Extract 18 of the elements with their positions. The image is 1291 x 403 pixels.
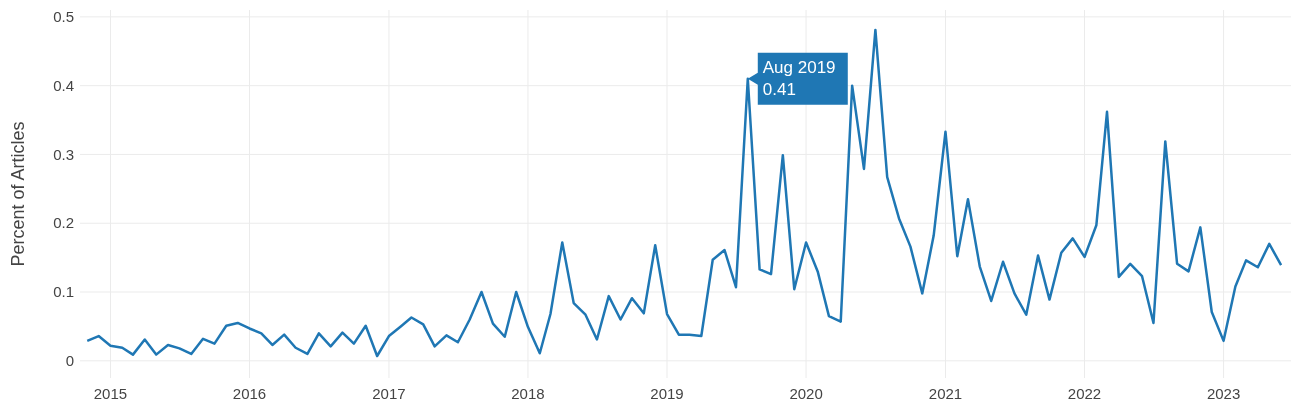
x-tick-label: 2023 <box>1206 385 1241 402</box>
x-tick-label: 2017 <box>372 385 406 402</box>
y-tick-label: 0 <box>65 352 74 370</box>
x-tick-label: 2016 <box>232 385 267 402</box>
y-tick-label: 0.1 <box>53 283 74 301</box>
annotation: Aug 2019 0.41 <box>762 57 836 99</box>
x-tick-label: 2015 <box>93 385 128 402</box>
y-axis-title: Percent of Articles <box>8 121 28 267</box>
x-tick-label: 2018 <box>511 385 545 402</box>
y-tick-label: 0.4 <box>53 76 74 94</box>
x-tick-label: 2021 <box>928 385 963 402</box>
line-series <box>85 28 1283 358</box>
y-tick-label: 0.5 <box>53 8 74 26</box>
y-tick-label: 0.2 <box>53 214 74 232</box>
x-tick-label: 2022 <box>1067 385 1102 402</box>
y-tick-label: 0.3 <box>53 145 74 163</box>
x-tick-label: 2019 <box>650 385 684 402</box>
x-tick-label: 2020 <box>789 385 823 402</box>
